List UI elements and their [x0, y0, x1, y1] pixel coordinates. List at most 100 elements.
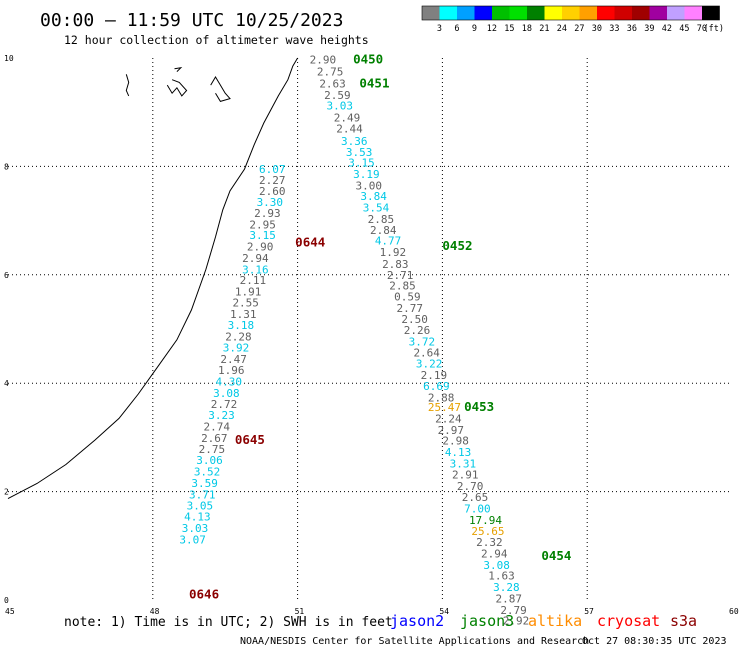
wave-height-label: 2.90 [310, 54, 337, 67]
colorbar-swatch [684, 6, 702, 20]
x-tick-label: 45 [5, 607, 15, 616]
wave-height-label: 2.71 [387, 269, 414, 282]
wave-height-label: 2.65 [462, 491, 489, 504]
colorbar-label: 21 [539, 24, 549, 34]
wave-height-label: 3.19 [353, 168, 380, 181]
wave-height-label: 3.92 [223, 341, 250, 354]
wave-height-label: 2.70 [457, 480, 484, 493]
wave-height-label: 3.16 [242, 263, 268, 276]
island-outline [174, 67, 183, 72]
wave-height-label: 2.28 [225, 331, 252, 344]
colorbar-unit: (ft) [704, 24, 724, 34]
wave-height-label: 6.07 [259, 163, 286, 176]
y-tick-label: 4 [4, 379, 9, 388]
colorbar-label: 39 [644, 24, 654, 34]
island-outline [210, 76, 231, 102]
colorbar-frame [421, 5, 720, 21]
footer-credit: NOAA/NESDIS Center for Satellite Applica… [240, 636, 589, 647]
wave-height-label: 3.52 [194, 466, 221, 479]
footer-timestamp: Oct 27 08:30:35 UTC 2023 [582, 636, 727, 647]
island-outline [125, 74, 130, 97]
wave-height-label: 2.92 [503, 615, 530, 628]
colorbar-swatch [544, 6, 562, 20]
wave-height-label: 25.65 [471, 525, 504, 538]
colorbar-swatch [667, 6, 685, 20]
colorbar-label: 45 [679, 24, 689, 34]
y-tick-label: 10 [4, 54, 14, 63]
colorbar-label: 12 [487, 24, 497, 34]
wave-height-label: 2.79 [500, 604, 527, 617]
wave-height-label: 2.85 [389, 280, 416, 293]
wave-height-label: 7.00 [464, 502, 491, 515]
colorbar-swatch [579, 6, 597, 20]
wave-height-label: 3.18 [228, 319, 255, 332]
wave-height-label: 2.32 [476, 536, 503, 549]
colorbar-label: 15 [504, 24, 514, 34]
colorbar-swatch [492, 6, 510, 20]
wave-height-label: 2.75 [317, 66, 344, 79]
pass-time-label: 0646 [189, 587, 219, 602]
colorbar-swatch [632, 6, 650, 20]
wave-height-label: 3.59 [191, 477, 218, 490]
coastline [7, 57, 299, 500]
wave-height-label: 2.95 [249, 218, 275, 231]
satellite-legend: jason2 jason3 altika cryosat s3a [390, 612, 697, 630]
chart-title: 00:00 – 11:59 UTC 10/25/2023 [40, 10, 343, 31]
colorbar-swatch [457, 6, 475, 20]
colorbar-label: 70 [697, 24, 707, 34]
colorbar-swatch [614, 6, 632, 20]
wave-height-label: 3.54 [363, 202, 390, 215]
wave-height-label: 4.77 [375, 235, 402, 248]
pass-time-label: 0450 [353, 52, 383, 67]
wave-height-label: 3.71 [189, 488, 216, 501]
wave-height-label: 2.88 [428, 391, 455, 404]
wave-height-label: 2.94 [242, 252, 269, 265]
y-tick-label: 0 [4, 596, 9, 605]
wave-height-label: 2.19 [421, 369, 448, 382]
colorbar-swatch [702, 6, 720, 20]
wave-height-label: 2.60 [259, 185, 286, 198]
colorbar-label: 3 [437, 24, 442, 34]
wave-height-label: 3.15 [348, 157, 375, 170]
wave-height-label: 3.08 [483, 559, 510, 572]
wave-height-label: 3.15 [249, 229, 275, 242]
colorbar-swatch [474, 6, 492, 20]
wave-height-label: 2.91 [452, 468, 479, 481]
wave-height-label: 2.55 [232, 296, 259, 309]
island-outline [166, 79, 188, 97]
colorbar-label: 9 [472, 24, 477, 34]
pass-time-label: 0452 [442, 238, 472, 253]
wave-height-label: 3.07 [179, 533, 206, 546]
coastline-path [7, 57, 299, 500]
pass-time-label: 0451 [359, 75, 389, 90]
wave-height-label: 2.67 [201, 432, 228, 445]
wave-height-label: 2.77 [397, 302, 424, 315]
wave-height-label: 3.22 [416, 358, 443, 371]
colorbar-swatch [562, 6, 580, 20]
satellite-legend-jason2: jason2 [390, 612, 444, 630]
satellite-legend-cryosat: cryosat [597, 612, 660, 630]
wave-height-label: 3.30 [257, 196, 284, 209]
y-tick-label: 6 [4, 271, 9, 280]
wave-height-label: 2.63 [319, 77, 346, 90]
pass-time-label: 0644 [295, 234, 325, 249]
wave-height-label: 2.87 [495, 592, 522, 605]
colorbar-label: 24 [557, 24, 567, 34]
wave-height-label: 2.24 [435, 412, 462, 425]
wave-height-label: 4.13 [184, 511, 211, 524]
wave-height-label: 2.59 [324, 89, 351, 102]
colorbar-swatch [597, 6, 615, 20]
colorbar-label: 30 [592, 24, 602, 34]
wave-height-label: 3.36 [341, 135, 368, 148]
x-tick-label: 57 [584, 607, 594, 616]
x-tick-label: 48 [150, 607, 160, 616]
wave-height-label: 3.31 [450, 457, 477, 470]
wave-height-label: 3.53 [346, 146, 373, 159]
wave-height-label: 2.49 [334, 112, 361, 125]
colorbar-swatch [439, 6, 457, 20]
wave-height-label: 25.47 [428, 401, 461, 414]
wave-height-label: 2.64 [413, 346, 440, 359]
pass-time-label: 0645 [235, 432, 265, 447]
chart-subtitle: 12 hour collection of altimeter wave hei… [64, 33, 369, 47]
pass-time-labels: 0450 0451 0452 0453 0454 0644 0645 0646 [189, 52, 571, 602]
